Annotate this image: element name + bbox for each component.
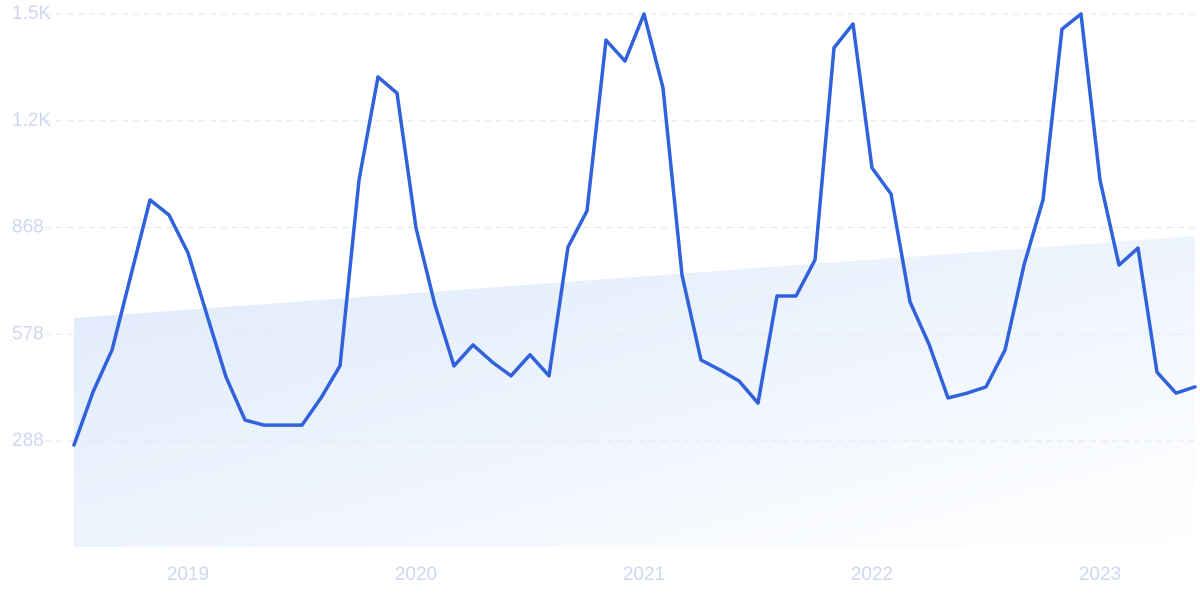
y-tick-label: 868 [12,217,44,238]
x-tick-label: 2019 [167,564,209,585]
y-tick-label: 1.5K [12,3,51,24]
data-line [72,12,1197,447]
y-tick-label: 288 [12,430,44,451]
y-tick-label: 578 [12,323,44,344]
x-tick-label: 2020 [395,564,437,585]
x-tick-label: 2023 [1079,564,1121,585]
x-tick-label: 2021 [623,564,665,585]
x-tick-label: 2022 [851,564,893,585]
y-tick-label: 1.2K [12,110,51,131]
trend-area [74,235,1195,547]
